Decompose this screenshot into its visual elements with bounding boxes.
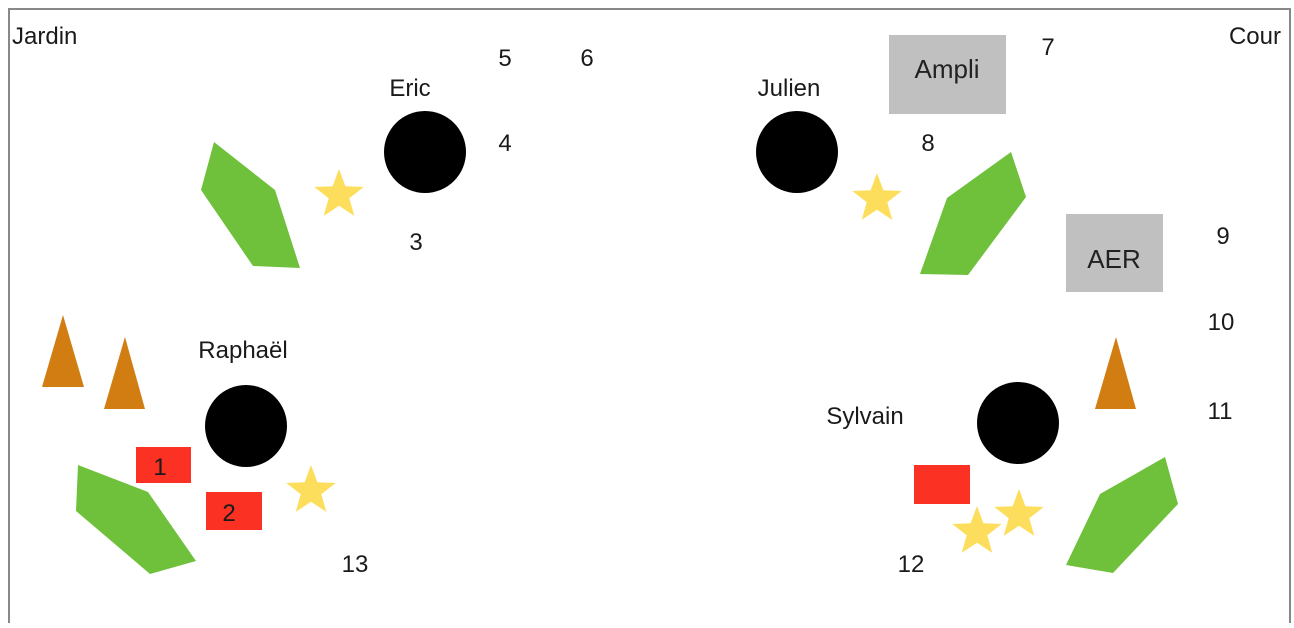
ampli-box (889, 35, 1006, 114)
red-box-1 (136, 447, 191, 483)
cone-1 (42, 315, 84, 387)
position-7: 7 (1041, 34, 1054, 61)
musician-julien-circle (756, 111, 838, 193)
star-eric (314, 169, 364, 216)
cour-label: Cour (1229, 23, 1281, 50)
cone-2 (104, 337, 145, 409)
jardin-label: Jardin (12, 23, 77, 50)
stage-border (8, 8, 1291, 628)
red-box-sylvain (914, 465, 970, 504)
star-julien (852, 173, 902, 220)
position-4: 4 (498, 130, 511, 157)
star-sylvain-2 (952, 506, 1002, 553)
musician-eric-circle (384, 111, 466, 193)
star-sylvain-1 (994, 489, 1044, 536)
aer-box (1066, 214, 1163, 292)
position-13: 13 (342, 551, 369, 578)
musician-eric-label: Eric (389, 75, 430, 102)
position-9: 9 (1216, 223, 1229, 250)
monitor-wedge-raphael (76, 465, 196, 574)
position-8: 8 (921, 130, 934, 157)
musician-sylvain-circle (977, 382, 1059, 464)
musician-sylvain-label: Sylvain (826, 403, 903, 430)
monitor-wedge-eric (201, 142, 300, 268)
red-box-2-label: 2 (222, 500, 235, 527)
cone-3 (1095, 337, 1136, 409)
position-12: 12 (898, 551, 925, 578)
monitor-wedge-julien (920, 152, 1026, 275)
position-11: 11 (1208, 398, 1233, 425)
aer-label: AER (1087, 244, 1140, 274)
position-6: 6 (580, 45, 593, 72)
red-box-1-label: 1 (153, 454, 166, 481)
position-3: 3 (409, 229, 422, 256)
musician-raphael-circle (205, 385, 287, 467)
musician-julien-label: Julien (758, 75, 821, 102)
position-5: 5 (498, 45, 511, 72)
star-raphael (286, 465, 336, 512)
musician-raphael-label: Raphaël (198, 337, 287, 364)
position-10: 10 (1208, 309, 1235, 336)
ampli-label: Ampli (914, 54, 979, 84)
monitor-wedge-sylvain (1066, 457, 1178, 573)
red-box-2 (206, 492, 262, 530)
